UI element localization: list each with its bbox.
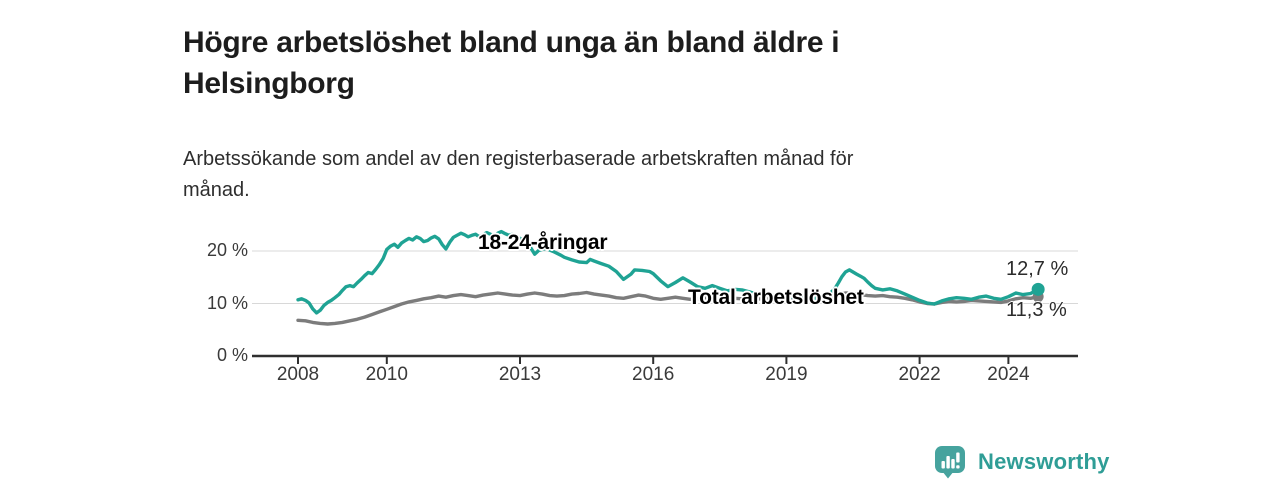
newsworthy-branding: Newsworthy (932, 444, 1110, 479)
series-line-18-24 (296, 229, 1040, 315)
newsworthy-wordmark: Newsworthy (978, 448, 1110, 474)
chart-subtitle: Arbetssökande som andel av den registerb… (183, 148, 854, 201)
x-axis-label-2019: 2019 (765, 364, 808, 385)
end-value-label-18-24: 12,7 % (1006, 258, 1069, 280)
end-dot-18-24 (1031, 282, 1045, 296)
x-axis-label-2010: 2010 (365, 364, 408, 385)
page-title: Högre arbetslöshet bland unga än bland ä… (183, 26, 840, 101)
series-label-18-24: 18-24-åringar (478, 231, 608, 254)
newsworthy-logo-icon (935, 446, 965, 479)
x-axis-label-2008: 2008 (276, 364, 320, 385)
y-axis-label-20: 20 % (206, 240, 248, 260)
y-axis-label-10: 10 % (206, 292, 248, 313)
series-label-total: Total arbetslöshet (688, 286, 864, 309)
end-value-label-total: 11,3 % (1006, 299, 1067, 321)
series-line-total (296, 290, 1040, 326)
x-axis-label-2022: 2022 (898, 364, 941, 385)
x-axis-label-2024: 2024 (987, 364, 1030, 385)
x-axis-label-2016: 2016 (632, 364, 675, 385)
y-axis-label-0: 0 % (216, 345, 248, 365)
x-axis-label-2013: 2013 (498, 364, 542, 385)
